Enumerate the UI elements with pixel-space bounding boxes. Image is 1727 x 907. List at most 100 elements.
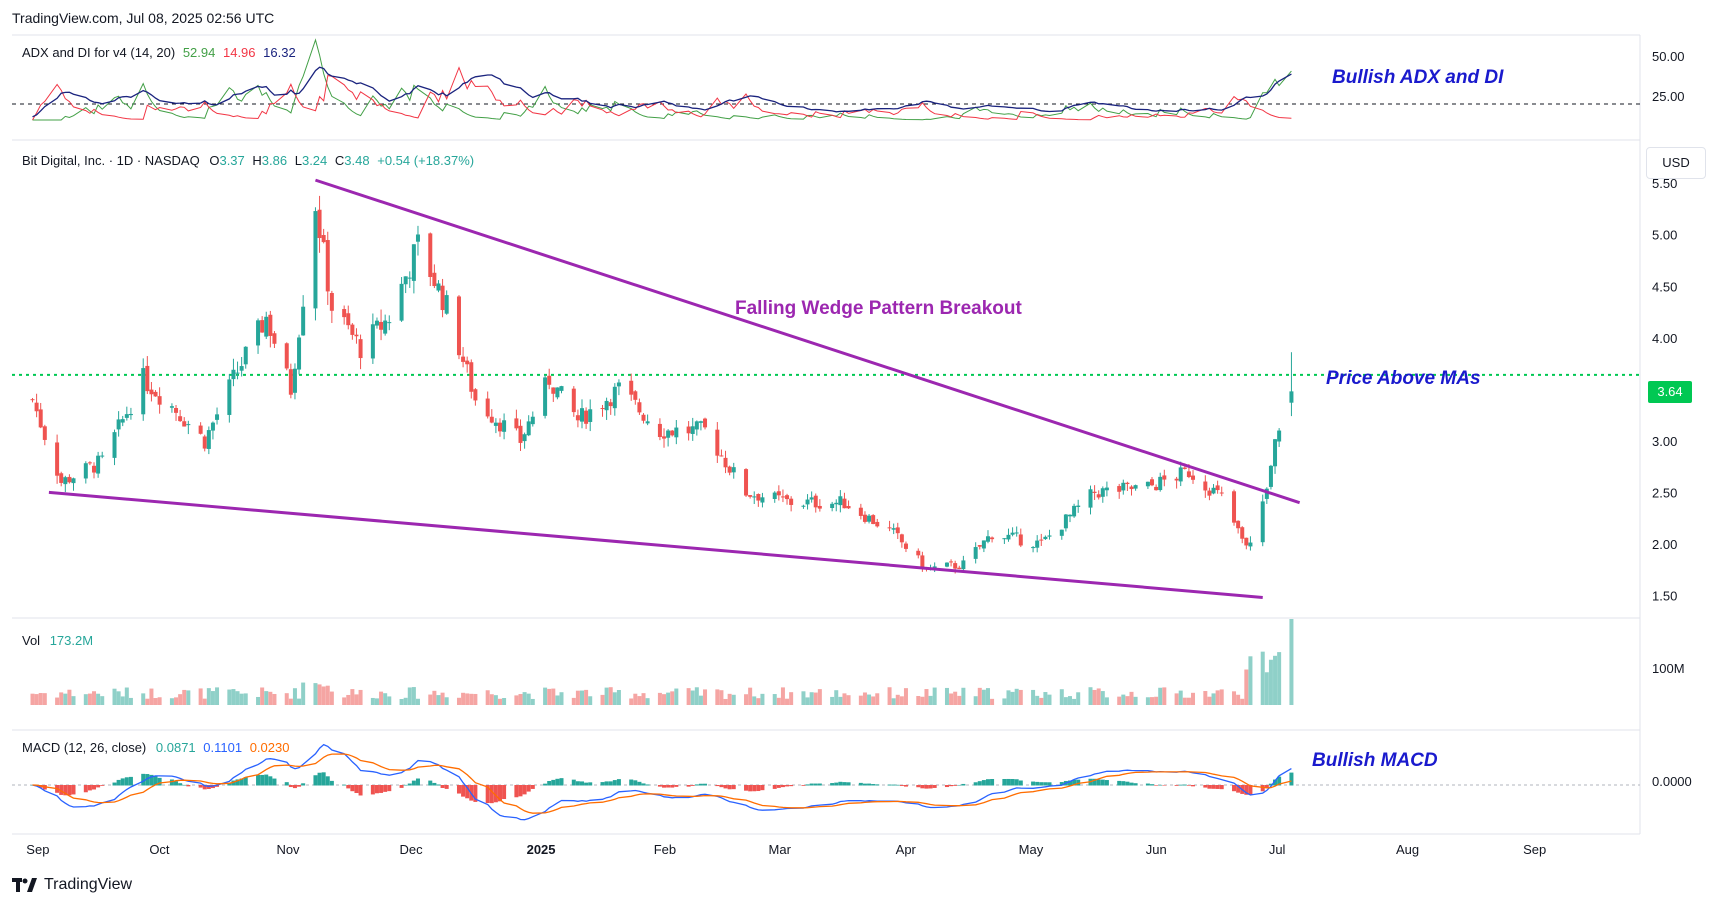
candle-body [399,283,404,321]
macd-histogram-bar [1232,785,1237,792]
candle-body [698,421,703,423]
candle-body [1174,478,1179,481]
candle-body [1059,529,1064,536]
volume-bar [1125,696,1130,705]
macd-histogram-bar [342,784,347,786]
volume-bar [862,692,867,705]
volume-bar [350,689,355,705]
volume-bar [961,687,966,705]
candle-body [387,322,392,324]
candle-body [514,418,519,429]
open-value: 3.37 [219,153,245,168]
price-tick-label: 2.50 [1652,485,1677,500]
high-value: 3.86 [261,153,288,168]
price-legend: Bit Digital, Inc. · 1D · NASDAQ O3.37 H3… [22,153,474,168]
candle-body [1031,547,1036,549]
volume-bar [957,695,962,705]
macd-histogram-bar [616,779,621,786]
candle-body [1047,535,1052,537]
candle-body [961,560,966,570]
candle-body [1121,482,1126,491]
currency-button[interactable]: USD [1646,147,1706,179]
candle-body [944,562,949,567]
volume-bar [690,690,695,705]
close-value: 3.48 [344,153,370,168]
macd-histogram-bar [321,772,326,786]
candle-body [1182,467,1187,469]
candle-body [403,276,408,285]
macd-histogram-bar [461,785,466,797]
candle-body [96,455,101,474]
candle-body [456,296,461,356]
candle-body [55,442,60,476]
volume-bar [887,687,892,705]
macd-histogram-bar [1043,782,1048,786]
volume-bar [514,695,519,705]
volume-bar [415,698,420,705]
candle-body [756,494,761,501]
candle-body [780,496,785,498]
volume-bar [141,693,146,705]
volume-bar [1067,696,1072,705]
wedge-annotation: Falling Wedge Pattern Breakout [735,298,1022,319]
volume-bar [1092,689,1097,705]
volume-bar [875,693,880,705]
macd-histogram-bar [243,777,248,786]
candle-body [916,550,921,556]
candle-body [432,272,437,287]
macd-histogram-bar [120,778,125,786]
symbol-label[interactable]: Bit Digital, Inc. · 1D · NASDAQ [22,153,200,168]
macd-histogram-bar [1260,785,1265,792]
candle-body [1178,467,1183,482]
volume-bar [227,689,232,705]
volume-bar [891,698,896,705]
volume-bar [403,697,408,705]
candle-body [1006,534,1011,540]
macd-histogram-bar [141,773,146,786]
macd-histogram-bar [957,784,962,786]
macd-histogram-bar [748,785,753,792]
macd-histogram-bar [1264,785,1269,788]
tradingview-logo[interactable]: TradingView [12,876,132,894]
volume-bar [670,691,675,705]
volume-bar [1145,697,1150,705]
macd-histogram-bar [1125,781,1130,786]
volume-bar [584,689,589,705]
macd-histogram-bar [600,782,605,786]
volume-bar [924,689,929,705]
x-tick-label: Jul [1269,842,1286,857]
macd-histogram-bar [760,785,765,791]
candle-body [1125,482,1130,485]
x-tick-label: 2025 [527,842,556,857]
candle-body [990,537,995,540]
volume-bar [1207,696,1212,705]
candle-body [227,379,232,415]
volume-bar [526,693,531,705]
macd-histogram-bar [383,785,388,792]
x-tick-label: Sep [26,842,49,857]
volume-bar [1133,696,1138,705]
change-value: +0.54 (+18.37%) [377,153,475,168]
volume-bar [801,691,806,705]
candle-body [575,415,580,421]
volume-bar [182,689,187,705]
macd-histogram-bar [559,778,564,786]
macd-histogram-bar [580,781,585,786]
candle-body [1076,505,1081,507]
volume-bar [145,698,150,705]
macd-histogram-bar [444,785,449,789]
candle-body [662,436,667,439]
macd-histogram-bar [206,785,211,789]
macd-histogram-bar [801,785,806,786]
macd-histogram-bar [731,785,736,790]
volume-bar [990,698,995,705]
candle-body [370,324,375,359]
macd-histogram-bar [703,783,708,786]
candle-body [350,324,355,335]
candle-body [641,414,646,421]
adx-pane [12,38,1640,121]
candle-body [1035,540,1040,548]
adx-annotation: Bullish ADX and DI [1332,67,1504,88]
macd-histogram-bar [977,781,982,786]
